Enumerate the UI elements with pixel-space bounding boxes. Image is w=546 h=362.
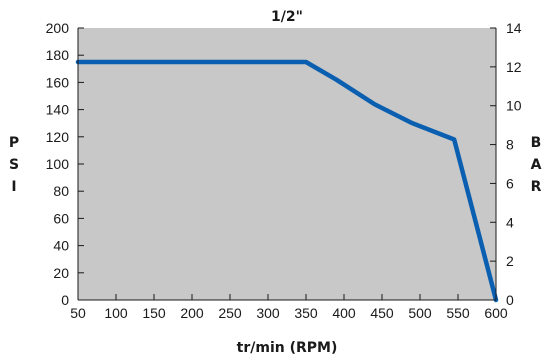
x-tick-label: 150 — [142, 305, 166, 321]
x-tick-label: 300 — [256, 305, 280, 321]
axis-label-char: B — [531, 135, 542, 151]
x-tick-label: 550 — [446, 305, 470, 321]
y-left-tick-label: 0 — [61, 292, 69, 308]
y-left-tick-label: 80 — [53, 183, 69, 199]
x-tick-label: 450 — [370, 305, 394, 321]
chart-title: 1/2" — [271, 9, 303, 25]
axis-label-char: A — [531, 157, 542, 173]
x-tick-label: 250 — [218, 305, 242, 321]
y-left-tick-label: 200 — [46, 20, 70, 36]
y-left-tick-label: 20 — [53, 265, 69, 281]
x-tick-label: 600 — [484, 305, 508, 321]
y-left-tick-label: 120 — [46, 129, 70, 145]
x-tick-label: 350 — [294, 305, 318, 321]
x-tick-label: 100 — [104, 305, 128, 321]
x-tick-label: 200 — [180, 305, 204, 321]
y-axis-right-label: BAR — [531, 135, 542, 195]
y-left-tick-label: 100 — [46, 156, 70, 172]
y-right-tick-label: 10 — [506, 98, 522, 114]
y-right-tick-label: 12 — [506, 59, 522, 75]
y-left-tick-label: 160 — [46, 74, 70, 90]
y-left-tick-label: 180 — [46, 47, 70, 63]
x-axis-label: tr/min (RPM) — [237, 340, 338, 356]
axis-label-char: R — [531, 179, 542, 195]
y-right-tick-label: 8 — [506, 137, 514, 153]
y-right-tick-label: 2 — [506, 253, 514, 269]
plot-background — [78, 28, 496, 300]
y-left-tick-label: 40 — [53, 238, 69, 254]
axis-label-char: S — [9, 157, 19, 173]
y-left-tick-label: 60 — [53, 210, 69, 226]
x-tick-label: 50 — [70, 305, 86, 321]
series-line — [75, 59, 499, 303]
y-left-tick-label: 140 — [46, 102, 70, 118]
y-right-tick-label: 0 — [506, 292, 514, 308]
axis-label-char: P — [9, 135, 19, 151]
y-right-tick-label: 14 — [506, 20, 522, 36]
x-tick-label: 400 — [332, 305, 356, 321]
x-tick-label: 500 — [408, 305, 432, 321]
series-layer — [75, 59, 499, 303]
y-right-tick-label: 6 — [506, 175, 514, 191]
axis-label-char: I — [11, 179, 16, 195]
y-axis-left-label: PSI — [9, 135, 19, 195]
y-right-tick-label: 4 — [506, 214, 514, 230]
ticks-layer: 50 100 150 200 250 300 350 400 450 500 550 60002040… — [46, 20, 522, 321]
